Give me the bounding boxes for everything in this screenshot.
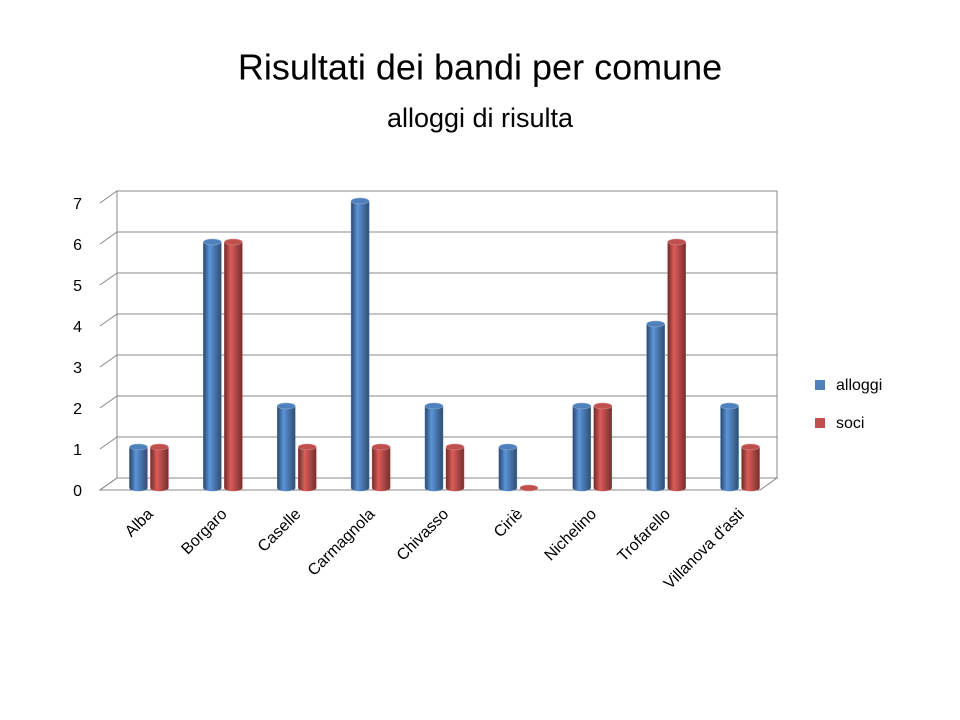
bar <box>741 443 760 492</box>
legend-swatch <box>815 418 825 428</box>
grid-line <box>99 477 777 491</box>
x-tick-label: Nichelino <box>542 506 601 565</box>
bar-cap <box>572 402 592 410</box>
bar <box>371 443 391 492</box>
x-tick-label: Caselle <box>255 506 305 556</box>
bar <box>203 238 222 492</box>
bar-cap <box>720 402 739 410</box>
grid-line <box>99 395 777 409</box>
x-tick-label: Villanova d'asti <box>661 506 748 593</box>
x-tick-label: Ciriè <box>491 506 526 541</box>
y-tick-label: 4 <box>73 319 82 336</box>
x-tick-label: Trofarello <box>615 506 674 565</box>
y-tick-label: 1 <box>73 442 82 459</box>
bar <box>150 443 169 492</box>
bar-cap <box>350 197 370 205</box>
bar-cap <box>498 443 518 451</box>
bar <box>572 402 592 492</box>
bar-cap <box>297 443 317 451</box>
bar <box>224 238 243 492</box>
bar-cap <box>371 443 391 451</box>
bar <box>646 320 665 492</box>
bar <box>720 402 739 492</box>
y-tick-label: 6 <box>73 237 82 254</box>
grid-line <box>99 190 777 204</box>
grid-line <box>99 354 777 368</box>
chart-title: Risultati dei bandi per comune <box>238 47 722 88</box>
x-tick-label: Carmagnola <box>305 506 379 580</box>
bar-cap <box>276 402 296 410</box>
y-tick-label: 7 <box>73 196 82 213</box>
bar-cap <box>667 238 686 246</box>
bar <box>129 443 148 492</box>
bar-cap <box>224 238 243 246</box>
legend-swatch <box>815 380 825 390</box>
x-tick-label: Chivasso <box>394 506 453 565</box>
y-tick-label: 3 <box>73 360 82 377</box>
bar-cap <box>519 484 539 492</box>
legend-label: soci <box>836 415 864 432</box>
chart-subtitle: alloggi di risulta <box>387 103 574 133</box>
grid-line <box>99 272 777 286</box>
bar <box>667 238 686 492</box>
bar-cap <box>593 402 613 410</box>
x-tick-label: Borgaro <box>178 506 230 558</box>
bar <box>593 402 613 492</box>
grid-line <box>99 313 777 327</box>
bar-cap <box>129 443 148 451</box>
bar <box>276 402 296 492</box>
bar <box>498 443 518 492</box>
y-tick-label: 0 <box>73 483 82 500</box>
x-tick-label: Alba <box>122 506 157 541</box>
legend-label: alloggi <box>836 377 882 394</box>
y-tick-label: 2 <box>73 401 82 418</box>
grid-line <box>99 231 777 245</box>
bar-cap <box>424 402 444 410</box>
bar <box>297 443 317 492</box>
bar <box>445 443 465 492</box>
bar <box>350 197 370 492</box>
grid-line <box>99 436 777 450</box>
bar-cap <box>150 443 169 451</box>
bar <box>424 402 444 492</box>
bar-cap <box>203 238 222 246</box>
bar-cap <box>646 320 665 328</box>
y-tick-label: 5 <box>73 278 82 295</box>
bar-cap <box>445 443 465 451</box>
bar-cap <box>741 443 760 451</box>
